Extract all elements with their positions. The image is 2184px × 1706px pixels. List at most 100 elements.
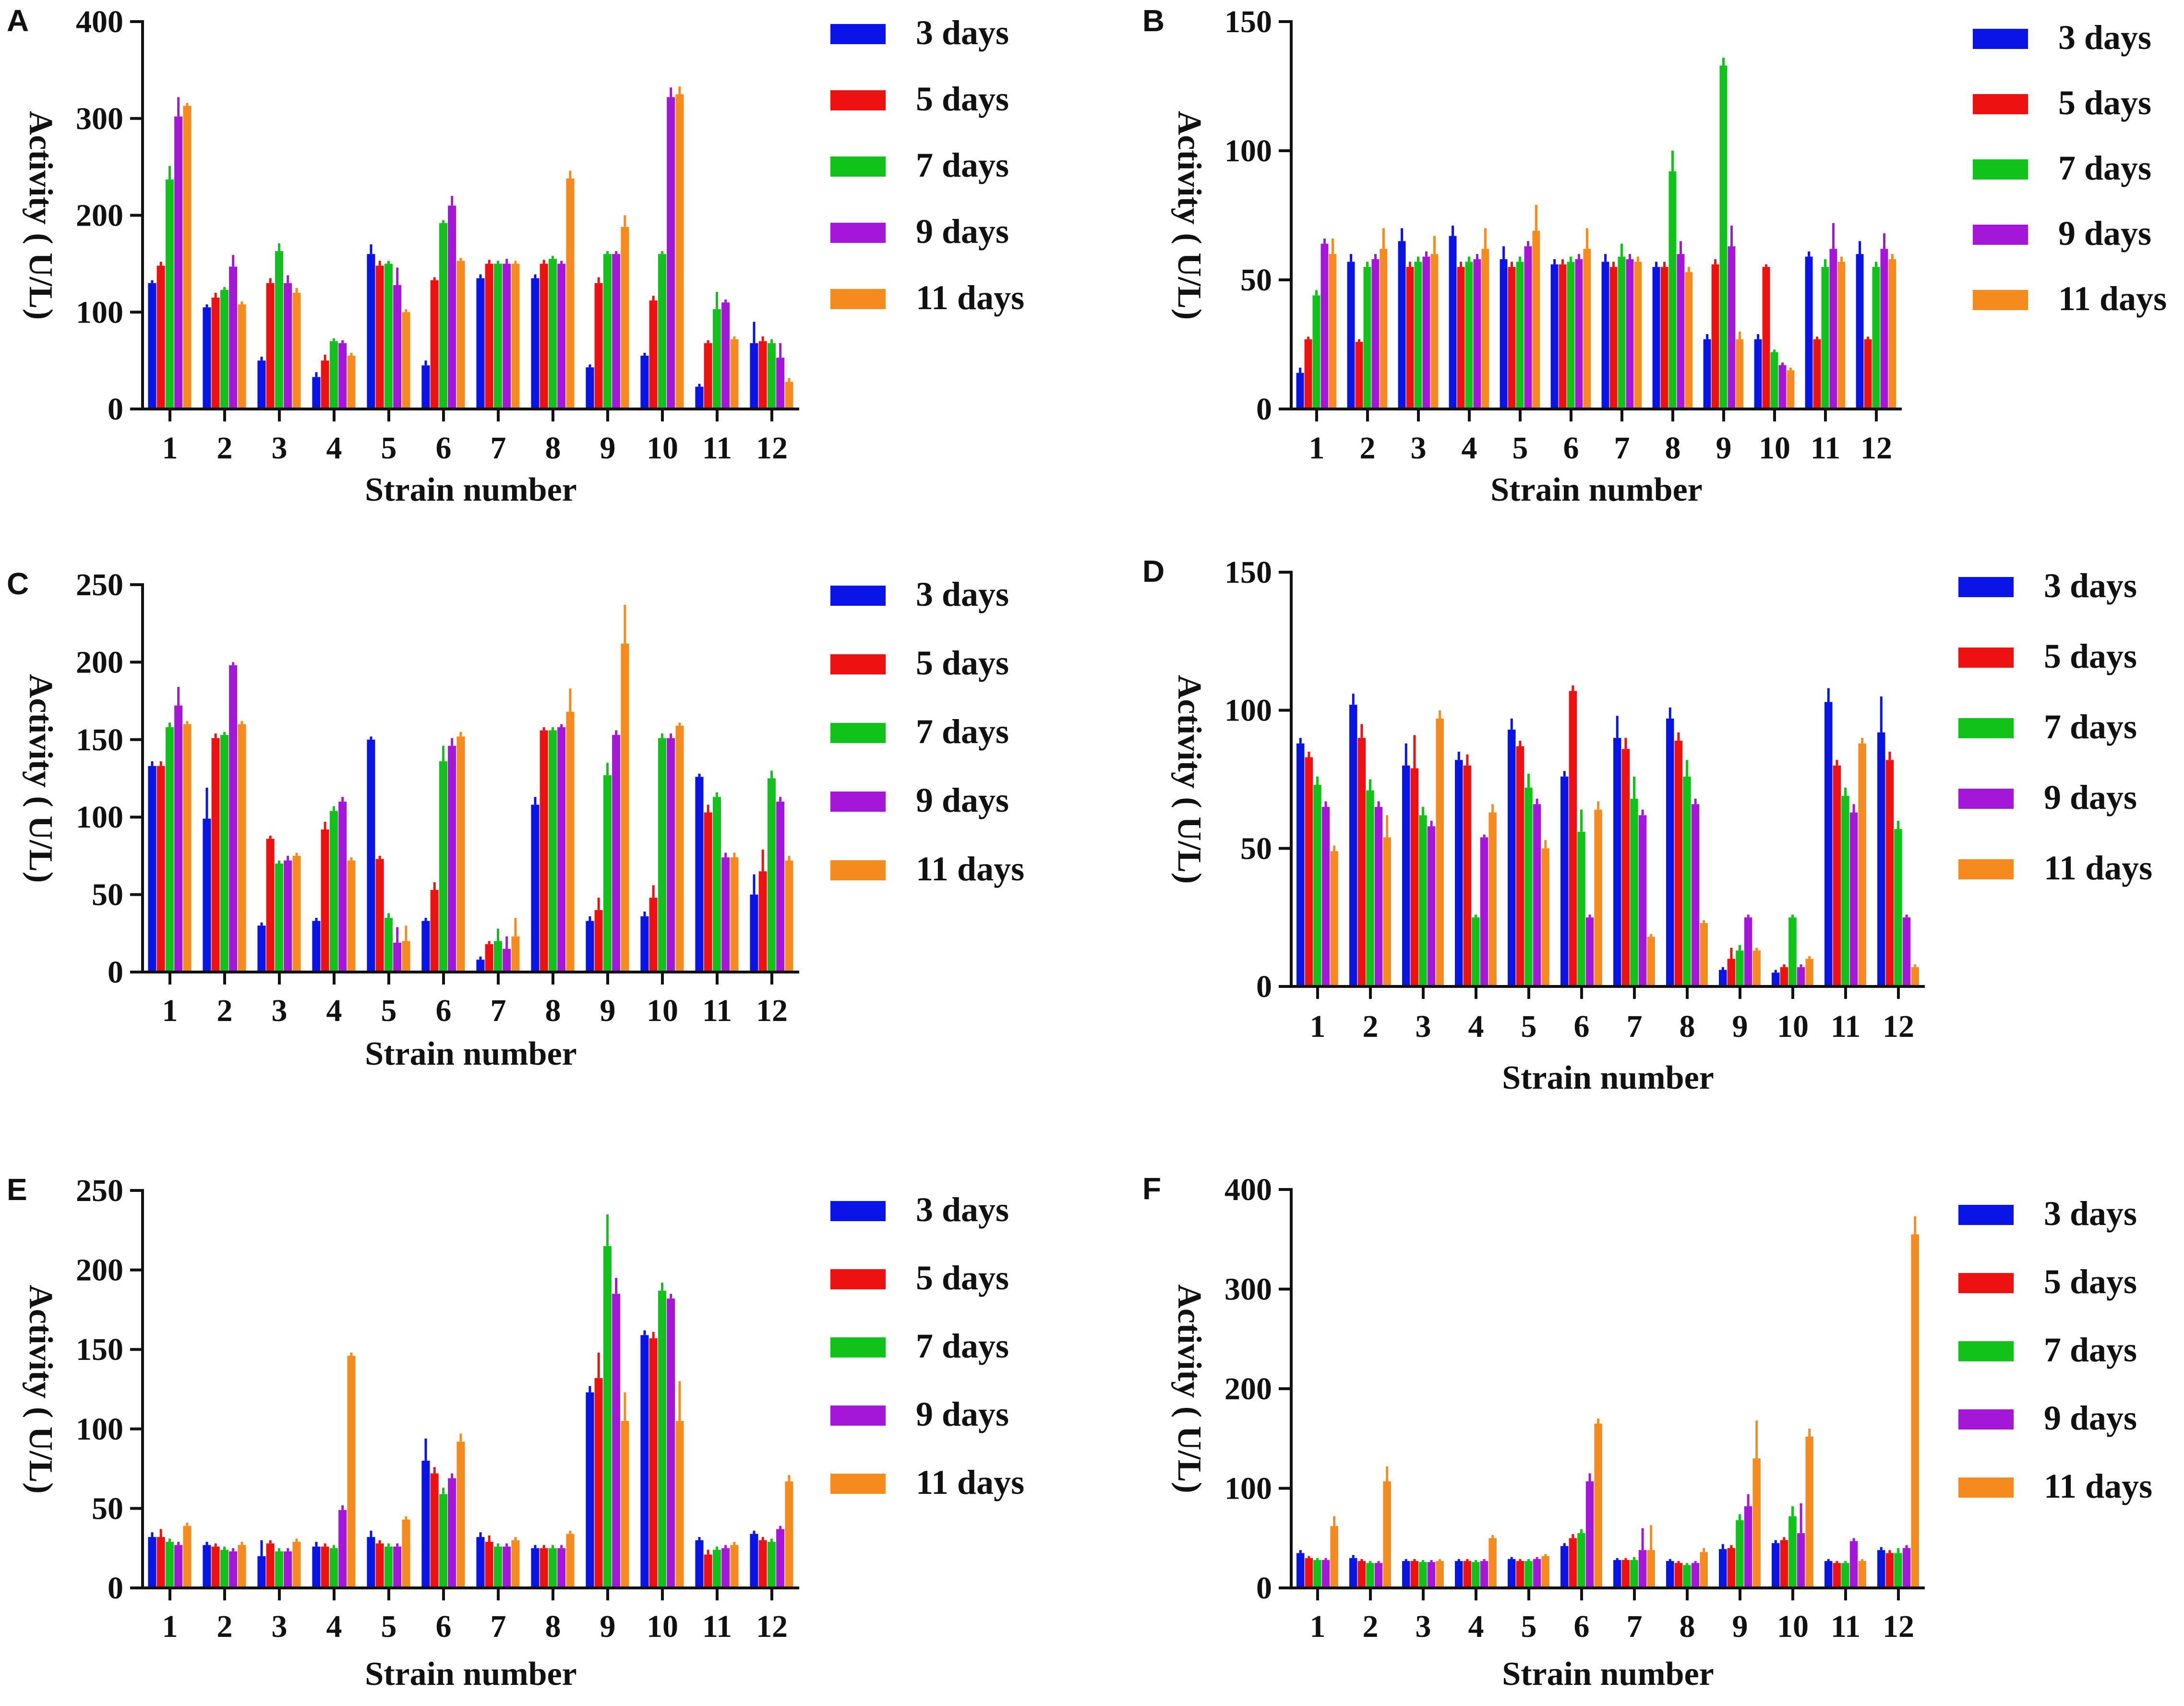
bar-d-strain9-9days <box>1744 917 1752 986</box>
y-axis-title-a: Activity ( U/L) <box>22 111 59 320</box>
panel-letter-e: E <box>7 1172 27 1207</box>
bar-b-strain11-3days <box>1805 256 1813 409</box>
bar-e-strain4-3days <box>312 1546 321 1588</box>
bar-e-strain6-7days <box>439 1494 447 1588</box>
bar-d-strain11-3days <box>1824 702 1833 986</box>
bar-c-strain3-7days <box>275 864 283 972</box>
bar-a-strain1-9days <box>174 116 183 409</box>
bar-b-strain7-3days <box>1601 262 1609 409</box>
bar-c-strain10-3days <box>640 916 649 972</box>
bar-b-strain6-5days <box>1559 264 1567 409</box>
x-tick-label-e-12: 12 <box>756 1609 788 1644</box>
bar-e-strain11-5days <box>704 1554 712 1588</box>
x-tick-label-e-3: 3 <box>272 1609 288 1644</box>
x-tick-label-c-10: 10 <box>647 993 678 1028</box>
bar-b-strain4-9days <box>1473 259 1481 409</box>
bar-b-strain1-3days <box>1296 372 1304 409</box>
bar-a-strain9-7days <box>603 254 612 409</box>
x-tick-label-a-6: 6 <box>436 431 452 466</box>
bar-a-strain12-9days <box>776 358 785 409</box>
x-tick-label-c-6: 6 <box>436 993 452 1028</box>
bar-d-strain7-11days <box>1647 937 1655 986</box>
panel-letter-c: C <box>7 566 29 601</box>
x-tick-label-c-1: 1 <box>162 993 178 1028</box>
legend-swatch-f-7days <box>1958 1341 2014 1361</box>
bar-f-strain11-7days <box>1841 1563 1849 1588</box>
bar-a-strain7-3days <box>476 278 485 409</box>
bar-a-strain10-5days <box>649 300 658 409</box>
bar-b-strain7-11days <box>1634 262 1642 409</box>
legend-label-f-7days: 7 days <box>2044 1331 2137 1369</box>
bar-c-strain12-7days <box>767 778 776 972</box>
bar-f-strain11-11days <box>1858 1561 1866 1588</box>
legend-label-e-3days: 3 days <box>916 1190 1009 1229</box>
bar-f-strain3-5days <box>1410 1561 1419 1588</box>
legend-swatch-b-7days <box>1973 159 2028 180</box>
bar-e-strain9-5days <box>594 1378 603 1588</box>
bar-a-strain6-7days <box>439 223 447 409</box>
bar-c-strain2-7days <box>220 735 228 972</box>
x-tick-label-b-3: 3 <box>1411 431 1427 466</box>
bar-b-strain5-5days <box>1508 267 1516 409</box>
bar-f-strain6-3days <box>1560 1546 1569 1588</box>
bar-e-strain10-11days <box>675 1421 684 1588</box>
legend-label-a-5days: 5 days <box>916 80 1009 118</box>
bar-f-strain4-9days <box>1480 1561 1488 1588</box>
bar-b-strain2-3days <box>1347 262 1355 409</box>
bar-c-strain10-9days <box>667 738 675 972</box>
bar-d-strain10-7days <box>1788 917 1797 986</box>
bar-d-strain2-9days <box>1374 807 1383 986</box>
bar-e-strain3-3days <box>257 1556 266 1588</box>
legend-label-f-3days: 3 days <box>2044 1194 2137 1233</box>
bar-d-strain6-5days <box>1569 691 1577 986</box>
bar-c-strain4-11days <box>347 860 356 972</box>
x-tick-label-e-2: 2 <box>217 1609 233 1644</box>
bar-b-strain8-5days <box>1660 267 1668 409</box>
bar-a-strain3-7days <box>275 251 283 409</box>
y-tick-label-f-0: 0 <box>1256 1571 1272 1606</box>
bar-f-strain8-11days <box>1700 1552 1708 1588</box>
bar-b-strain9-7days <box>1719 65 1728 409</box>
bar-a-strain11-9days <box>721 302 730 409</box>
bar-c-strain1-5days <box>156 766 165 972</box>
bar-f-strain2-7days <box>1366 1563 1374 1588</box>
legend-label-c-5days: 5 days <box>916 644 1009 682</box>
y-tick-label-d-100: 100 <box>1224 693 1272 728</box>
bar-b-strain3-7days <box>1414 262 1422 409</box>
legend-swatch-c-11days <box>830 860 886 880</box>
bar-b-strain12-5days <box>1864 339 1872 409</box>
bar-d-strain5-9days <box>1533 804 1541 986</box>
bar-a-strain9-11days <box>621 227 629 409</box>
panel-letter-f: F <box>1142 1171 1161 1206</box>
x-tick-label-a-9: 9 <box>600 431 616 466</box>
bar-d-strain2-5days <box>1357 738 1366 986</box>
bar-c-strain10-5days <box>649 898 658 972</box>
bar-c-strain2-11days <box>238 724 246 972</box>
x-tick-label-e-4: 4 <box>326 1609 342 1644</box>
x-tick-label-e-1: 1 <box>162 1609 178 1644</box>
bar-d-strain10-3days <box>1772 973 1780 986</box>
bar-f-strain5-11days <box>1541 1556 1549 1588</box>
bar-d-strain4-9days <box>1480 837 1488 986</box>
bar-e-strain5-5days <box>375 1543 384 1588</box>
bar-e-strain11-3days <box>695 1540 704 1588</box>
x-tick-label-e-7: 7 <box>491 1609 506 1644</box>
legend-label-a-11days: 11 days <box>916 278 1024 317</box>
bar-b-strain2-5days <box>1355 342 1363 409</box>
y-tick-label-f-200: 200 <box>1224 1371 1272 1406</box>
bar-d-strain9-5days <box>1727 959 1736 986</box>
bar-d-strain8-9days <box>1691 804 1700 986</box>
x-tick-label-f-8: 8 <box>1680 1609 1695 1644</box>
bar-e-strain5-11days <box>402 1519 410 1588</box>
bar-c-strain7-7days <box>493 941 502 972</box>
x-tick-label-f-6: 6 <box>1574 1609 1590 1644</box>
bar-c-strain11-3days <box>695 777 704 972</box>
bar-e-strain8-9days <box>557 1548 566 1588</box>
y-tick-label-b-150: 150 <box>1224 4 1272 39</box>
legend-label-e-11days: 11 days <box>916 1463 1024 1502</box>
bar-e-strain10-7days <box>658 1290 666 1588</box>
panel-letter-d: D <box>1142 554 1164 589</box>
legend-label-f-5days: 5 days <box>2044 1262 2137 1301</box>
x-tick-label-e-5: 5 <box>381 1609 397 1644</box>
